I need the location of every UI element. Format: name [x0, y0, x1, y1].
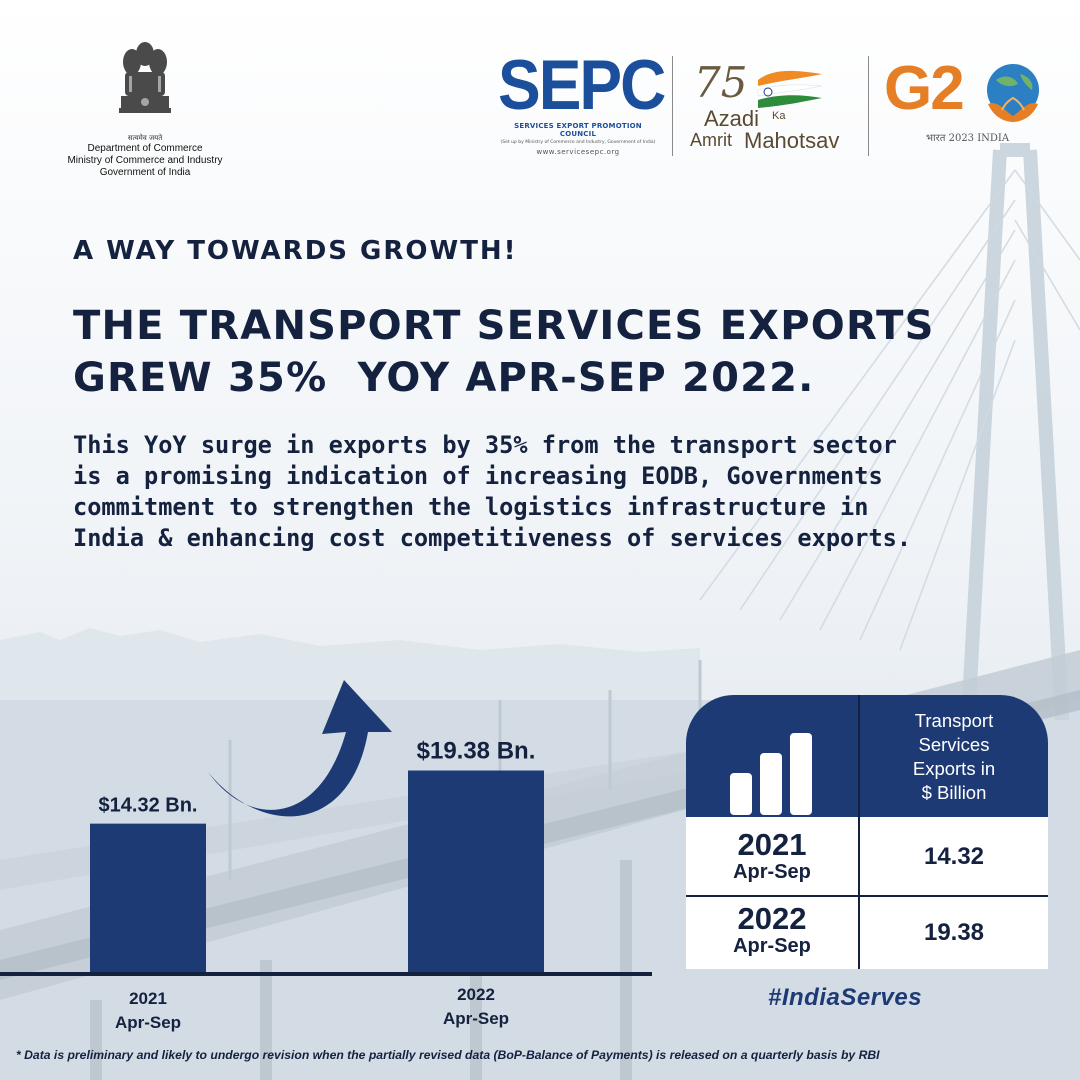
sepc-full-name: SERVICES EXPORT PROMOTION COUNCIL [514, 122, 642, 138]
gov-line-department: Department of Commerce [87, 143, 203, 154]
sepc-subline: (Set up by Ministry of Commerce and Indu… [500, 140, 656, 145]
table-row: 2021 Apr-Sep 14.32 [686, 817, 1048, 897]
body-line-1: This YoY surge in exports by 35% from th… [73, 431, 897, 459]
bar-2022 [408, 770, 544, 974]
headline-line-1: THE TRANSPORT SERVICES EXPORTS [73, 303, 935, 349]
table-header: Transport Services Exports in $ Billion [686, 695, 1048, 817]
column-header-line: Transport [914, 710, 994, 731]
x-tick-label: Apr-Sep [443, 1009, 509, 1028]
table-divider [858, 695, 860, 969]
bar-data-label: $19.38 Bn. [417, 738, 536, 765]
national-emblem-icon [119, 42, 171, 113]
akam-ka: Ka [772, 110, 786, 122]
g20-globe-icon [987, 64, 1039, 122]
akam-amrit: Amrit [690, 130, 732, 150]
exports-data-table: Transport Services Exports in $ Billion … [686, 695, 1048, 969]
azadi-ka-amrit-mahotsav-logo: 75 Azadi Ka Amrit Mahotsav [686, 58, 856, 158]
table-row: 2022 Apr-Sep 19.38 [686, 897, 1048, 969]
body-paragraph: This YoY surge in exports by 35% from th… [73, 430, 1033, 554]
column-header-line: Services [918, 734, 990, 755]
gov-line-ministry: Ministry of Commerce and Industry [67, 155, 223, 166]
bar-2021 [90, 823, 206, 974]
row-period: Apr-Sep [733, 935, 811, 957]
growth-arrow-icon [208, 680, 392, 817]
column-header-line: Exports in [912, 758, 996, 779]
akam-azadi: Azadi [704, 106, 760, 131]
headline: THE TRANSPORT SERVICES EXPORTS GREW 35% … [73, 300, 935, 404]
x-tick-label: 2021 [129, 989, 167, 1008]
gov-motto: सत्यमेव जयते [127, 134, 163, 142]
bar-chart-icon [730, 733, 812, 815]
hashtag: #IndiaServes [768, 984, 923, 1011]
row-value: 19.38 [923, 919, 985, 946]
akam-number: 75 [694, 58, 748, 107]
akam-mahotsav: Mahotsav [744, 128, 840, 153]
sepc-logo: SEPC SERVICES EXPORT PROMOTION COUNCIL (… [498, 45, 666, 156]
exports-bar-chart: $14.32 Bn. 2021 Apr-Sep $19.38 Bn. 2022 Apr-S… [0, 680, 652, 1032]
table-column-header: Transport Services Exports in $ Billion [864, 709, 1044, 805]
row-year: 2022 [737, 901, 807, 936]
row-year: 2021 [737, 827, 807, 862]
bar-data-label: $14.32 Bn. [99, 795, 198, 817]
headline-line-2: GREW 35% YOY APR-SEP 2022. [73, 355, 815, 401]
body-line-3: commitment to strengthen the logistics i… [73, 493, 869, 521]
g20-wordmark: G2 [884, 54, 965, 123]
logo-divider [672, 56, 673, 156]
g20-subtitle: भारत 2023 INDIA [926, 133, 1010, 144]
column-header-line: $ Billion [921, 782, 987, 803]
row-period: Apr-Sep [733, 861, 811, 883]
sepc-url: www.servicesepc.org [536, 148, 620, 156]
tricolour-flag-icon [757, 70, 823, 108]
gov-of-india-block: सत्यमेव जयते Department of Commerce Mini… [40, 36, 250, 179]
body-line-4: India & enhancing cost competitiveness o… [73, 524, 912, 552]
footnote: * Data is preliminary and likely to unde… [16, 1048, 880, 1062]
x-tick-label: 2022 [457, 985, 495, 1004]
kicker-heading: A WAY TOWARDS GROWTH! [73, 236, 518, 266]
x-tick-label: Apr-Sep [115, 1013, 181, 1032]
g20-logo: G2 भारत 2023 INDIA [884, 56, 1059, 156]
gov-line-government: Government of India [99, 167, 191, 178]
body-line-2: is a promising indication of increasing … [73, 462, 883, 490]
sepc-wordmark: SEPC [498, 45, 666, 125]
row-value: 14.32 [923, 843, 985, 870]
logo-divider [868, 56, 869, 156]
